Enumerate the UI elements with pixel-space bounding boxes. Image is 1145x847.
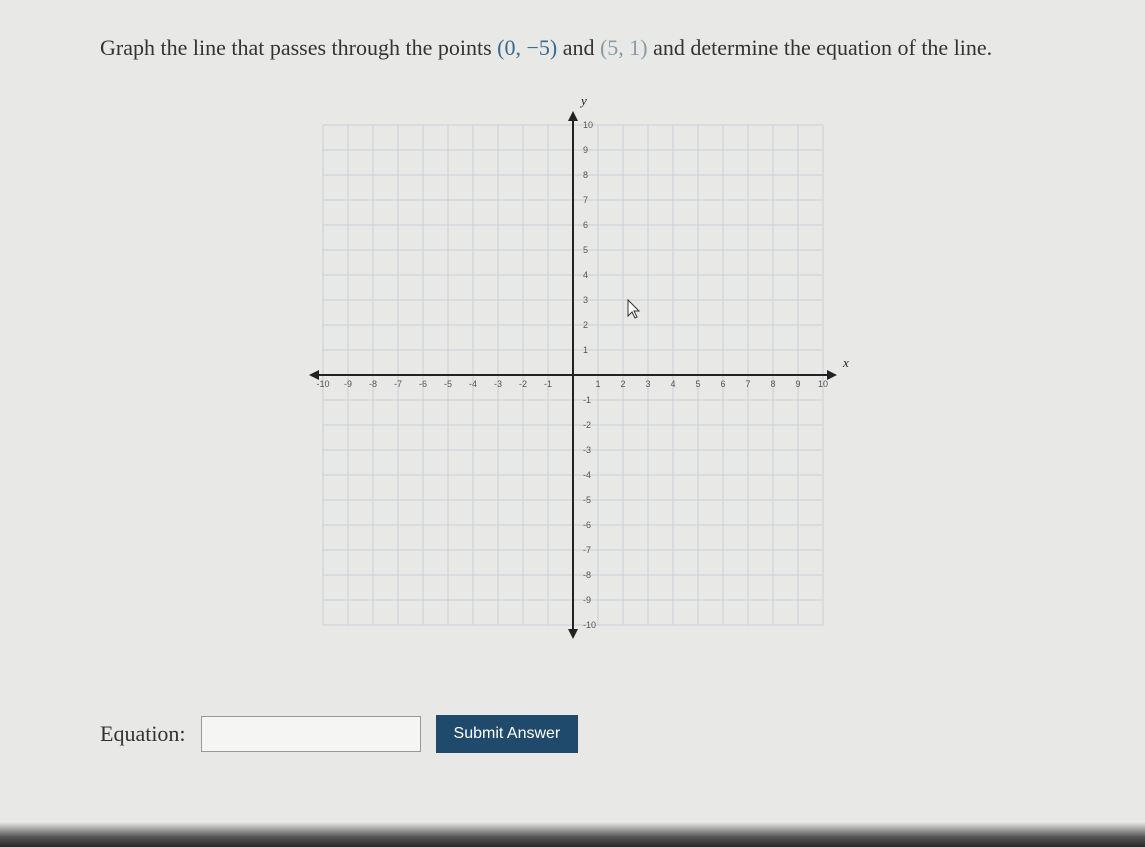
svg-text:-8: -8	[368, 379, 376, 389]
svg-text:-9: -9	[343, 379, 351, 389]
point-2: (5, 1)	[600, 35, 648, 60]
bottom-shadow	[0, 822, 1145, 847]
answer-row: Equation: Submit Answer	[100, 715, 1045, 753]
coordinate-grid[interactable]: -10 -9 -8 -7 -6 -5 -4 -3 -2 -1 1 2 3 4 5 6 7 8 9 10 -10 -9 -8 -…	[293, 95, 853, 655]
svg-text:1: 1	[583, 345, 588, 355]
svg-text:7: 7	[583, 195, 588, 205]
cursor-icon	[628, 300, 639, 318]
svg-text:7: 7	[745, 379, 750, 389]
question-mid: and	[557, 35, 600, 60]
svg-text:-1: -1	[583, 395, 591, 405]
svg-text:-4: -4	[468, 379, 476, 389]
equation-input[interactable]	[201, 716, 421, 752]
svg-text:8: 8	[770, 379, 775, 389]
svg-text:3: 3	[645, 379, 650, 389]
svg-text:-5: -5	[443, 379, 451, 389]
svg-text:9: 9	[583, 145, 588, 155]
svg-text:1: 1	[595, 379, 600, 389]
svg-text:-6: -6	[583, 520, 591, 530]
svg-text:-10: -10	[583, 620, 596, 630]
question-prefix: Graph the line that passes through the p…	[100, 35, 497, 60]
svg-text:-10: -10	[316, 379, 329, 389]
svg-text:3: 3	[583, 295, 588, 305]
svg-text:-5: -5	[583, 495, 591, 505]
submit-button[interactable]: Submit Answer	[436, 715, 579, 753]
svg-text:y: y	[579, 95, 587, 108]
svg-text:4: 4	[670, 379, 675, 389]
svg-text:x: x	[842, 355, 849, 370]
svg-text:2: 2	[583, 320, 588, 330]
svg-text:-4: -4	[583, 470, 591, 480]
question-suffix: and determine the equation of the line.	[648, 35, 993, 60]
point-1: (0, −5)	[497, 35, 557, 60]
svg-text:2: 2	[620, 379, 625, 389]
svg-text:6: 6	[583, 220, 588, 230]
svg-text:6: 6	[720, 379, 725, 389]
svg-text:8: 8	[583, 170, 588, 180]
svg-text:5: 5	[695, 379, 700, 389]
svg-text:-3: -3	[583, 445, 591, 455]
svg-text:-8: -8	[583, 570, 591, 580]
graph-container: -10 -9 -8 -7 -6 -5 -4 -3 -2 -1 1 2 3 4 5 6 7 8 9 10 -10 -9 -8 -…	[100, 95, 1045, 655]
svg-text:-9: -9	[583, 595, 591, 605]
svg-text:-2: -2	[583, 420, 591, 430]
svg-text:-3: -3	[493, 379, 501, 389]
svg-text:10: 10	[817, 379, 827, 389]
svg-text:4: 4	[583, 270, 588, 280]
svg-text:-7: -7	[393, 379, 401, 389]
svg-text:9: 9	[795, 379, 800, 389]
svg-text:10: 10	[583, 120, 593, 130]
svg-text:5: 5	[583, 245, 588, 255]
svg-text:-7: -7	[583, 545, 591, 555]
question-text: Graph the line that passes through the p…	[100, 30, 1045, 65]
svg-text:-1: -1	[543, 379, 551, 389]
svg-text:-2: -2	[518, 379, 526, 389]
equation-label: Equation:	[100, 721, 186, 747]
svg-text:-6: -6	[418, 379, 426, 389]
